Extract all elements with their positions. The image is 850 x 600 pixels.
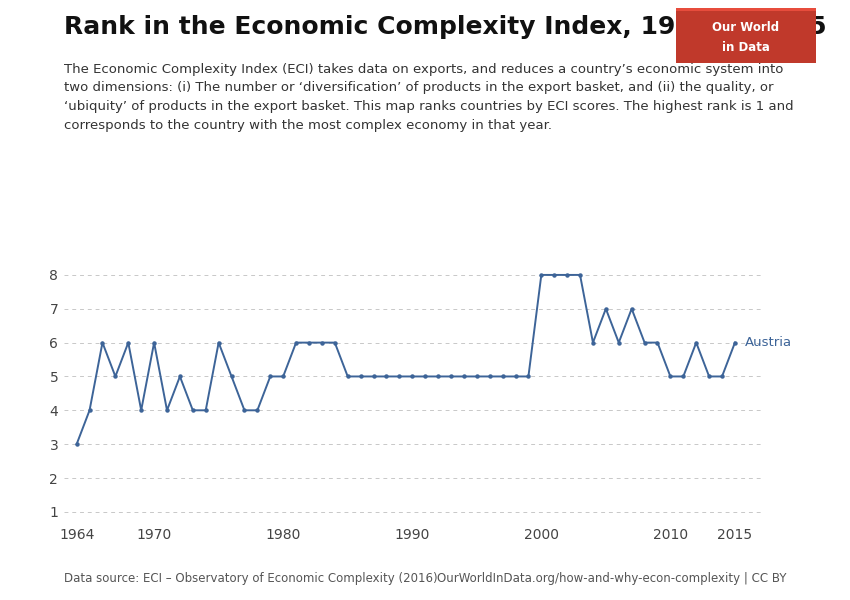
Text: Our World: Our World: [712, 20, 779, 34]
Text: OurWorldInData.org/how-and-why-econ-complexity | CC BY: OurWorldInData.org/how-and-why-econ-comp…: [437, 572, 786, 585]
Text: Rank in the Economic Complexity Index, 1964 to 2015: Rank in the Economic Complexity Index, 1…: [64, 15, 826, 39]
Text: Data source: ECI – Observatory of Economic Complexity (2016): Data source: ECI – Observatory of Econom…: [64, 572, 438, 585]
Text: The Economic Complexity Index (ECI) takes data on exports, and reduces a country: The Economic Complexity Index (ECI) take…: [64, 63, 793, 131]
Text: in Data: in Data: [722, 41, 770, 54]
Text: Austria: Austria: [745, 336, 792, 349]
